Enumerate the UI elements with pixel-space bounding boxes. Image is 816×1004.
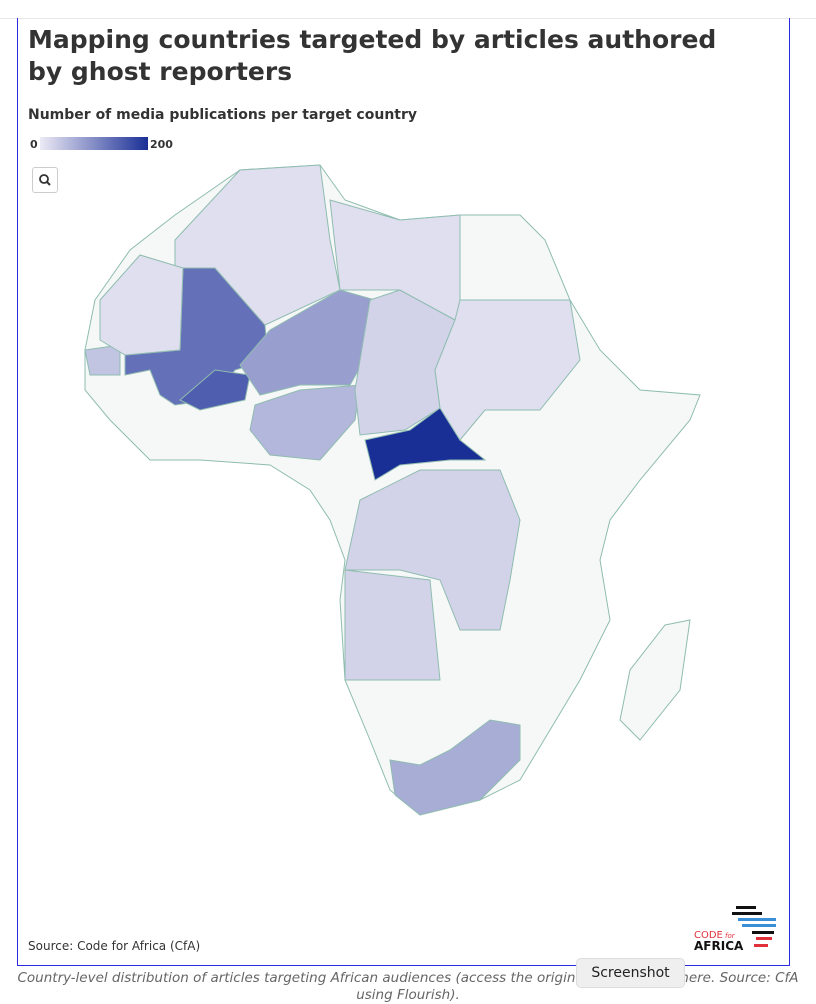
title: Mapping countries targeted by articles a… — [28, 25, 717, 86]
logo-for: for — [725, 932, 736, 940]
search-icon — [39, 174, 51, 186]
frame — [17, 18, 790, 966]
legend-max: 200 — [150, 138, 173, 151]
top-bar — [0, 0, 816, 19]
subtitle: Number of media publications per target … — [28, 107, 418, 123]
logo-code: CODE — [694, 930, 723, 941]
source: Source: Code for Africa (CfA) — [28, 939, 201, 953]
country-region[interactable] — [344, 569, 441, 681]
country-region[interactable] — [84, 344, 121, 376]
map: 0 200 — [30, 137, 701, 816]
country-region[interactable] — [179, 369, 251, 411]
legend-min: 0 — [30, 138, 38, 151]
logo: CODE for AFRICA — [694, 906, 776, 953]
tooltip: Screenshot — [576, 958, 685, 988]
madagascar — [619, 619, 691, 741]
country-region[interactable] — [344, 469, 521, 631]
logo-africa: AFRICA — [694, 939, 744, 953]
country-region[interactable] — [434, 299, 581, 441]
search-button[interactable] — [32, 167, 58, 193]
country-region[interactable] — [249, 384, 361, 461]
country-region[interactable] — [364, 407, 487, 481]
country-region[interactable] — [99, 254, 184, 356]
country-region[interactable] — [389, 719, 521, 816]
caption: Country-level distribution of articles t… — [17, 970, 799, 1003]
legend-bar — [40, 137, 148, 150]
